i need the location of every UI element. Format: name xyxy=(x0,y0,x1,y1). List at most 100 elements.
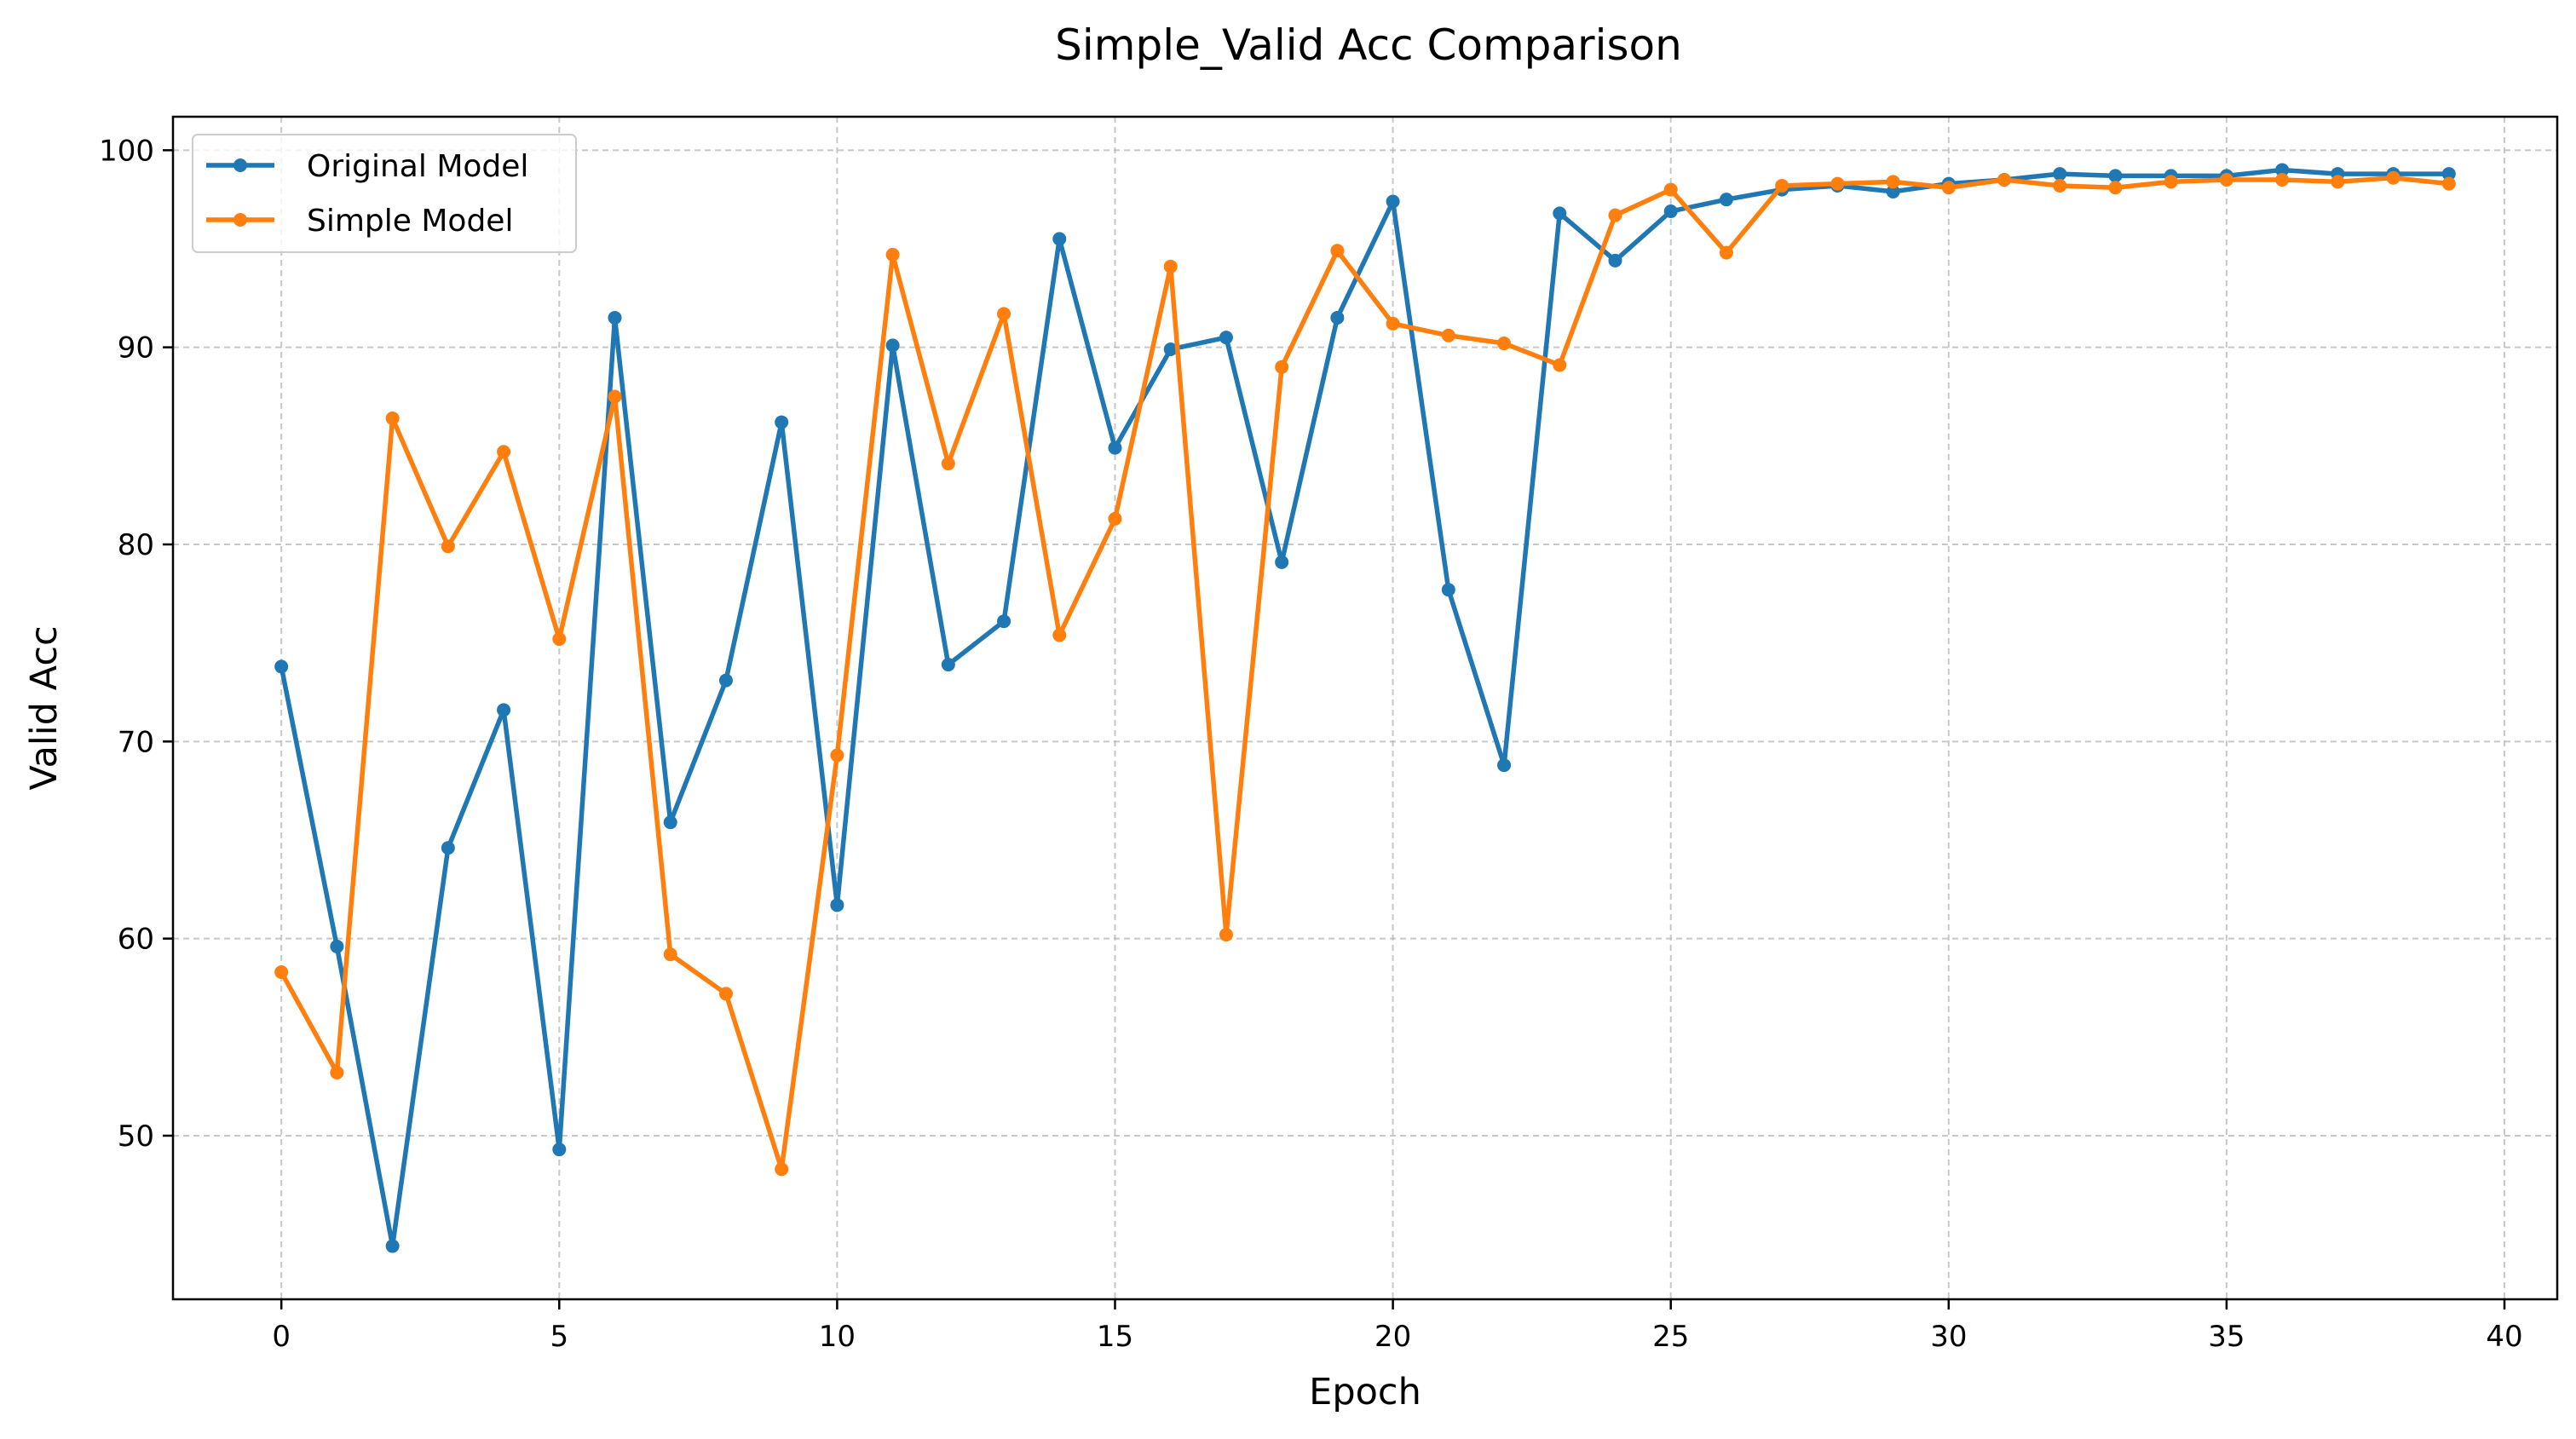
data-point-simple-model xyxy=(1997,173,2012,187)
data-point-simple-model xyxy=(2219,173,2233,187)
x-tick-label: 0 xyxy=(272,1320,291,1354)
data-point-original-model xyxy=(1886,184,1900,199)
data-point-simple-model xyxy=(1663,182,1678,197)
legend-marker-original-model xyxy=(233,158,247,172)
legend: Original Model Simple Model xyxy=(192,134,577,253)
data-point-simple-model xyxy=(274,964,289,979)
y-tick-label: 70 xyxy=(118,725,154,759)
legend-box xyxy=(192,134,577,253)
legend-label-simple-model: Simple Model xyxy=(307,204,513,239)
data-point-original-model xyxy=(274,659,289,674)
data-point-simple-model xyxy=(997,307,1011,321)
data-point-simple-model xyxy=(2053,178,2067,193)
data-point-simple-model xyxy=(1219,928,1233,942)
data-point-original-model xyxy=(1441,583,1455,597)
x-tick-label: 25 xyxy=(1652,1320,1689,1354)
data-point-simple-model xyxy=(1608,208,1622,222)
data-point-original-model xyxy=(608,310,622,325)
data-point-simple-model xyxy=(1719,245,1733,260)
series-layer xyxy=(274,163,2456,1253)
data-point-simple-model xyxy=(1275,360,1289,374)
data-point-simple-model xyxy=(385,411,400,425)
data-point-simple-model xyxy=(663,947,677,962)
data-point-original-model xyxy=(1386,194,1400,209)
data-point-simple-model xyxy=(1553,358,1567,372)
data-point-simple-model xyxy=(2386,170,2400,185)
data-point-simple-model xyxy=(885,247,900,262)
data-point-simple-model xyxy=(2164,175,2178,189)
data-point-simple-model xyxy=(1163,259,1178,273)
data-point-simple-model xyxy=(941,457,955,471)
data-point-original-model xyxy=(1553,206,1567,221)
data-point-simple-model xyxy=(2441,176,2456,191)
x-tick-label: 15 xyxy=(1097,1320,1133,1354)
data-point-simple-model xyxy=(2108,181,2123,195)
data-point-simple-model xyxy=(1941,181,1956,195)
data-point-original-model xyxy=(2441,167,2456,181)
data-point-simple-model xyxy=(497,445,511,459)
x-tick-label: 5 xyxy=(550,1320,568,1354)
y-tick-label: 60 xyxy=(118,923,154,957)
data-point-simple-model xyxy=(1441,328,1455,342)
data-point-original-model xyxy=(1163,342,1178,356)
x-axis-ticks: 0 5 10 15 20 25 30 35 40 xyxy=(272,1299,2523,1354)
data-point-original-model xyxy=(1663,204,1678,219)
data-point-simple-model xyxy=(718,987,733,1001)
chart-title: Simple_Valid Acc Comparison xyxy=(1055,20,1682,70)
data-point-original-model xyxy=(441,841,455,855)
data-point-simple-model xyxy=(1830,176,1845,191)
data-point-simple-model xyxy=(1497,337,1512,351)
data-point-simple-model xyxy=(1108,511,1122,526)
grid xyxy=(173,117,2557,1299)
data-point-simple-model xyxy=(1052,628,1067,642)
y-tick-label: 50 xyxy=(118,1120,154,1154)
data-point-original-model xyxy=(2275,163,2290,177)
legend-label-original-model: Original Model xyxy=(307,149,528,184)
data-point-simple-model xyxy=(775,1162,789,1177)
data-point-simple-model xyxy=(1775,178,1789,193)
data-point-original-model xyxy=(1275,555,1289,569)
data-point-original-model xyxy=(2108,169,2123,183)
x-tick-label: 40 xyxy=(2486,1320,2522,1354)
data-point-simple-model xyxy=(830,748,844,763)
x-tick-label: 35 xyxy=(2208,1320,2245,1354)
y-tick-label: 80 xyxy=(118,528,154,562)
data-point-simple-model xyxy=(1886,175,1900,189)
data-point-simple-model xyxy=(441,539,455,554)
x-tick-label: 10 xyxy=(819,1320,856,1354)
series-simple-model xyxy=(274,170,2456,1177)
x-tick-label: 30 xyxy=(1930,1320,1967,1354)
y-axis-label: Valid Acc xyxy=(23,625,66,790)
data-point-original-model xyxy=(997,614,1011,629)
data-point-original-model xyxy=(1108,440,1122,455)
data-point-simple-model xyxy=(1330,244,1345,258)
data-point-simple-model xyxy=(1386,316,1400,331)
data-point-simple-model xyxy=(330,1065,344,1079)
y-axis-ticks: 50 60 70 80 90 100 xyxy=(99,134,173,1154)
plot-frame xyxy=(171,115,2559,1301)
data-point-original-model xyxy=(1608,253,1622,268)
y-tick-label: 90 xyxy=(118,331,154,366)
data-point-original-model xyxy=(1219,331,1233,345)
data-point-original-model xyxy=(1719,193,1733,207)
data-point-simple-model xyxy=(2331,175,2345,189)
x-tick-label: 20 xyxy=(1374,1320,1411,1354)
data-point-original-model xyxy=(775,415,789,429)
data-point-original-model xyxy=(2053,167,2067,181)
data-point-original-model xyxy=(663,815,677,830)
data-point-original-model xyxy=(1330,310,1345,325)
data-point-original-model xyxy=(330,939,344,953)
data-point-original-model xyxy=(385,1239,400,1253)
data-point-original-model xyxy=(941,658,955,672)
series-line-original-model xyxy=(279,167,2452,1249)
data-point-original-model xyxy=(1497,758,1512,773)
data-point-original-model xyxy=(885,338,900,353)
x-axis-label: Epoch xyxy=(1309,1371,1421,1413)
data-point-original-model xyxy=(497,703,511,717)
data-point-simple-model xyxy=(2275,173,2290,187)
y-tick-label: 100 xyxy=(99,134,154,168)
data-point-simple-model xyxy=(552,632,567,647)
data-point-original-model xyxy=(830,898,844,912)
data-point-simple-model xyxy=(608,389,622,404)
